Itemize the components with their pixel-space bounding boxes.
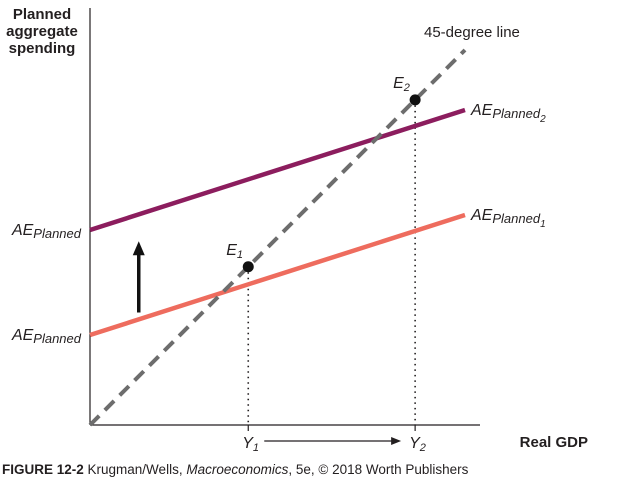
income-shift-arrowhead [391,437,402,445]
equilibrium-point [409,94,421,106]
equilibrium-label: E1 [226,242,243,261]
equilibrium-label-sub: 1 [237,249,243,261]
equilibrium-label: E2 [393,75,410,94]
spending-shift-arrowhead [132,241,145,256]
x-tick-label: Y2 [409,435,426,454]
intercept-label: AEPlanned [11,327,82,346]
intercept-label: AEPlanned [11,222,82,241]
ae-line-1 [89,212,466,338]
x-axis-title: Real GDP [520,434,588,451]
intercept-label-main: AE [11,327,34,344]
caption-authors: Krugman/Wells, [83,462,187,477]
ae-line-2 [89,107,466,233]
series-label: AEPlanned2 [470,102,546,125]
diagonal-45-line [88,48,467,427]
x-tick-label-main: Y [242,435,254,452]
equilibrium-label-main: E [393,75,404,92]
y-axis-title-line: spending [9,40,76,57]
series-label: AEPlanned1 [470,207,546,230]
x-tick-label: Y1 [242,435,259,454]
x-tick-label-sub: 2 [419,442,426,454]
x-tick-label-sub: 1 [253,442,259,454]
y-axis-title: Planned aggregate spending [6,6,78,57]
intercept-label-planned: Planned [33,226,81,241]
series-label-sub: 1 [540,219,546,230]
equilibrium-point [242,261,254,273]
caption-book-title: Macroeconomics [186,462,289,477]
caption-publisher: , 5e, © 2018 Worth Publishers [288,462,469,477]
y-axis-title-line: aggregate [6,23,78,40]
caption-figure-number: FIGURE 12-2 [2,462,84,477]
intercept-label-planned: Planned [33,331,81,346]
equilibrium-label-main: E [226,242,237,259]
series-label-main: AE [470,207,493,224]
intercept-label-main: AE [11,222,34,239]
series-label-sub: 2 [539,114,546,125]
figure-caption: FIGURE 12-2 Krugman/Wells, Macroeconomic… [2,462,468,477]
series-label-planned: Planned [492,211,540,226]
x-tick-label-main: Y [409,435,421,452]
diagonal-line-label: 45-degree line [424,24,520,41]
y-axis-title-line: Planned [13,6,71,23]
series-label-planned: Planned [492,106,540,121]
equilibrium-label-sub: 2 [403,82,410,94]
series-label-main: AE [470,102,493,119]
